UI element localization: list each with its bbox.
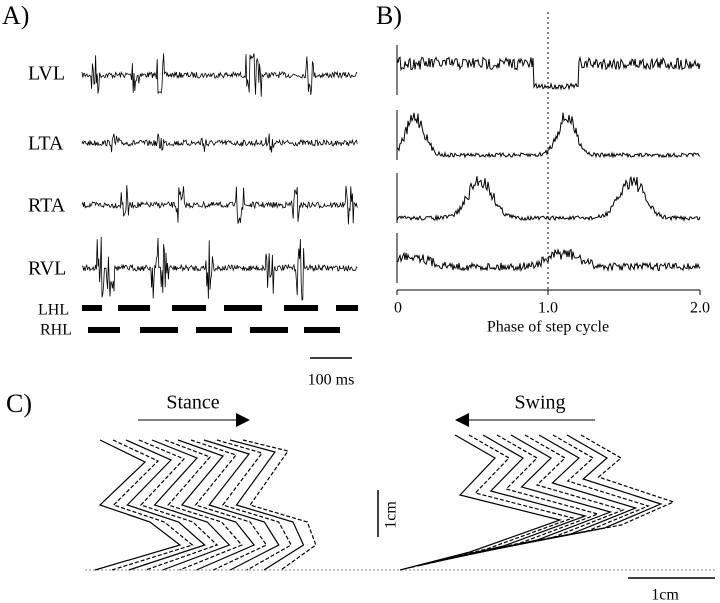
limb-stick <box>229 439 305 571</box>
limb-stick <box>460 434 650 557</box>
trace-label: RVL <box>28 258 66 280</box>
trace-label: LTA <box>28 133 64 155</box>
x-tick-label: 2.0 <box>690 300 710 317</box>
limb-stick <box>125 439 206 571</box>
limb-stick <box>216 439 292 571</box>
limb-stick <box>111 439 194 571</box>
limb-stick <box>190 439 268 571</box>
x-tick-label: 0 <box>394 300 402 317</box>
trace-label: RTA <box>28 195 66 217</box>
limb-stick <box>203 439 280 571</box>
envelope-trace <box>396 248 701 272</box>
limb-stick <box>399 434 563 571</box>
bar-label: LHL <box>38 302 69 319</box>
bar-label: RHL <box>40 322 72 339</box>
limb-stick <box>94 439 182 571</box>
arrowhead <box>455 413 469 427</box>
emg-trace <box>81 236 358 301</box>
scale-label: 1cm <box>651 587 679 603</box>
envelope-trace <box>396 55 701 91</box>
scale-label: 100 ms <box>308 372 355 389</box>
limb-stick <box>408 434 575 569</box>
panel-label: A) <box>2 1 29 30</box>
x-tick-label: 1.0 <box>538 300 558 317</box>
limb-stick <box>477 434 676 553</box>
limb-stick <box>417 434 588 567</box>
emg-trace <box>81 185 358 225</box>
emg-trace <box>81 53 358 97</box>
limb-stick <box>177 439 256 571</box>
stance-label: Stance <box>166 392 219 414</box>
limb-stick <box>151 439 231 571</box>
limb-stick <box>242 439 317 571</box>
x-axis-label: Phase of step cycle <box>487 319 609 336</box>
envelope-trace <box>396 176 701 222</box>
scale-label: 1cm <box>383 501 400 529</box>
limb-stick <box>138 439 219 571</box>
arrowhead <box>236 413 250 427</box>
emg-trace <box>81 133 358 153</box>
limb-stick <box>164 439 243 571</box>
panel-label: B) <box>376 1 402 30</box>
limb-stick <box>468 434 663 555</box>
swing-label: Swing <box>514 392 565 414</box>
envelope-trace <box>396 112 701 159</box>
panel-label: C) <box>6 389 32 418</box>
trace-label: LVL <box>28 63 65 85</box>
